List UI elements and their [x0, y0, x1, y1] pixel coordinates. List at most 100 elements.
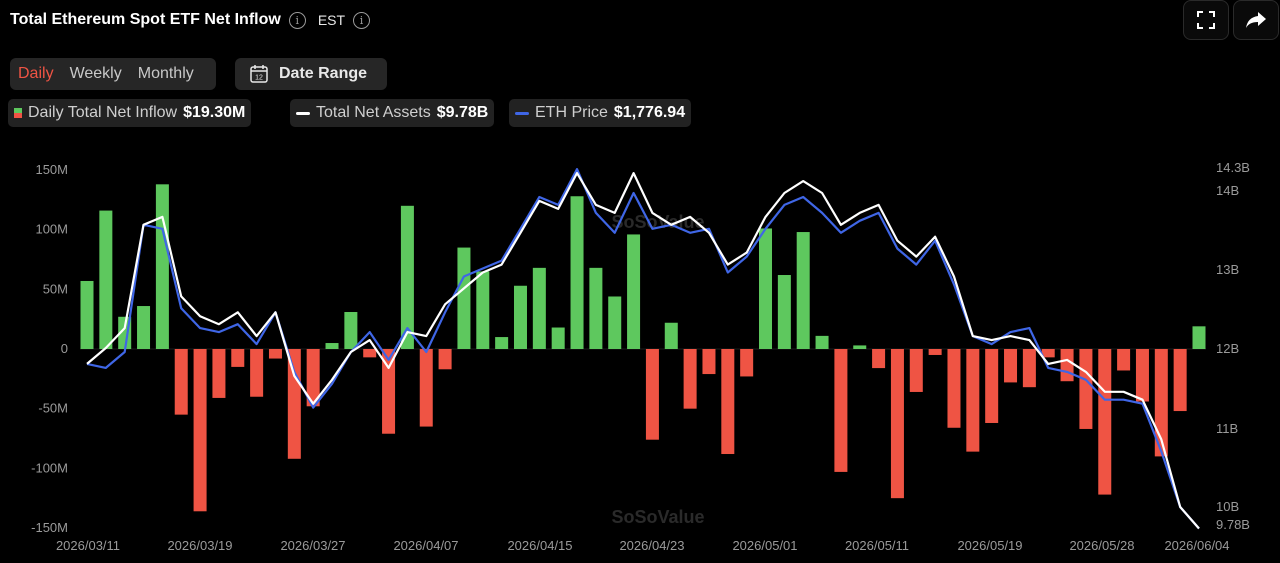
inflow-bar	[966, 349, 980, 452]
inflow-bar	[495, 337, 509, 349]
chart-title: Total Ethereum Spot ETF Net Inflow	[10, 11, 281, 28]
legend-inflow-label: Daily Total Net Inflow	[28, 104, 178, 121]
legend-price-label: ETH Price	[535, 104, 608, 121]
watermark-text: SoSoValue	[611, 212, 704, 232]
inflow-bar	[1060, 349, 1074, 382]
inflow-bar	[174, 349, 188, 415]
y-right-tick-label: 14.3B	[1216, 160, 1250, 175]
inflow-bar	[627, 234, 641, 349]
inflow-bar	[1154, 349, 1168, 457]
inflow-bar	[287, 349, 301, 459]
inflow-bar	[212, 349, 226, 398]
inflow-bar	[589, 267, 603, 349]
x-tick-label: 2026/05/01	[732, 538, 797, 553]
inflow-bar	[80, 280, 94, 349]
timezone-label: EST	[317, 12, 346, 28]
inflow-bar	[890, 349, 904, 499]
x-tick-label: 2026/04/23	[619, 538, 684, 553]
inflow-bar	[777, 275, 791, 349]
inflow-bar	[796, 232, 810, 349]
x-tick-label: 2026/04/07	[393, 538, 458, 553]
inflow-bar	[1135, 349, 1149, 402]
watermark-text: SoSoValue	[611, 507, 704, 527]
inflow-bar	[513, 285, 527, 349]
tab-weekly[interactable]: Weekly	[69, 65, 122, 82]
inflow-bar	[702, 349, 716, 375]
period-tabs: Daily Weekly Monthly	[10, 58, 216, 90]
inflow-bars	[80, 184, 1206, 512]
inflow-bar	[193, 349, 207, 512]
legend-assets-label: Total Net Assets	[316, 104, 431, 121]
series-lines	[86, 168, 1200, 530]
inflow-swatch-icon	[14, 108, 22, 118]
legend-assets-value: $9.78B	[436, 104, 489, 121]
inflow-bar	[872, 349, 886, 369]
inflow-bar	[306, 349, 320, 407]
legend-inflow[interactable]: Daily Total Net Inflow $19.30M	[8, 99, 252, 127]
x-tick-label: 2026/05/19	[957, 538, 1022, 553]
price-swatch-icon	[515, 111, 529, 115]
y-right-tick-label: 14B	[1216, 183, 1239, 198]
y-right-tick-label: 10B	[1216, 499, 1239, 514]
x-axis: 2026/03/11 2026/03/19 2026/03/27 2026/04/07…	[56, 538, 1230, 553]
y-right-tick-label: 9.78B	[1216, 517, 1250, 532]
tab-daily[interactable]: Daily	[18, 65, 54, 82]
inflow-bar	[645, 349, 659, 440]
inflow-bar	[325, 343, 339, 349]
share-button[interactable]	[1233, 0, 1279, 40]
inflow-bar	[137, 306, 151, 349]
inflow-bar	[1098, 349, 1112, 495]
inflow-bar	[759, 228, 773, 349]
title-info-icon[interactable]: i	[288, 11, 306, 29]
chart-header: Total Ethereum Spot ETF Net Inflow i EST…	[10, 8, 371, 32]
tab-monthly[interactable]: Monthly	[137, 65, 194, 82]
inflow-bar	[1041, 349, 1055, 358]
watermarks: SoSoValue SoSoValue	[611, 212, 704, 527]
inflow-bar	[815, 335, 829, 349]
calendar-icon-text: 12	[255, 75, 263, 82]
legend-assets[interactable]: Total Net Assets $9.78B	[290, 99, 495, 127]
x-tick-label: 2026/05/28	[1069, 538, 1134, 553]
inflow-bar	[928, 349, 942, 355]
x-tick-label: 2026/06/04	[1164, 538, 1229, 553]
timezone-info-icon[interactable]: i	[353, 11, 371, 29]
calendar-icon: 12	[250, 65, 268, 83]
inflow-bar	[419, 349, 433, 427]
x-tick-label: 2026/04/15	[507, 538, 572, 553]
fullscreen-button[interactable]	[1183, 0, 1229, 40]
inflow-bar	[985, 349, 999, 423]
inflow-bar	[1117, 349, 1131, 371]
y-left-tick-label: -100M	[31, 460, 68, 475]
inflow-bar	[1192, 326, 1206, 349]
inflow-bar	[570, 196, 584, 349]
inflow-bar	[1004, 349, 1018, 383]
inflow-bar	[99, 210, 113, 349]
legend-price[interactable]: ETH Price $1,776.94	[509, 99, 692, 127]
share-icon	[1246, 12, 1266, 28]
y-left-tick-label: -150M	[31, 520, 68, 535]
inflow-bar	[344, 312, 358, 349]
inflow-bar	[608, 296, 622, 349]
inflow-bar	[1173, 349, 1187, 412]
x-tick-label: 2026/03/19	[167, 538, 232, 553]
inflow-bar	[664, 322, 678, 349]
date-range-button[interactable]: 12 Date Range	[235, 58, 387, 90]
inflow-bar	[1022, 349, 1036, 388]
y-left-tick-label: 0	[61, 341, 68, 356]
inflow-bar	[683, 349, 697, 409]
inflow-bar	[363, 349, 377, 358]
net-assets-line	[86, 172, 1200, 530]
inflow-bar	[155, 184, 169, 349]
inflow-bar	[382, 349, 396, 434]
date-range-label: Date Range	[279, 65, 368, 82]
inflow-bar	[551, 327, 565, 349]
inflow-bar	[438, 349, 452, 370]
y-axis-right: 14.3B 14B 13B 12B 11B 10B 9.78B	[1216, 160, 1250, 532]
y-right-tick-label: 11B	[1216, 421, 1238, 436]
inflow-bar	[721, 349, 735, 455]
inflow-bar	[457, 247, 471, 349]
y-left-tick-label: 100M	[35, 222, 68, 237]
y-left-tick-label: -50M	[38, 401, 68, 416]
inflow-bar	[476, 271, 490, 349]
